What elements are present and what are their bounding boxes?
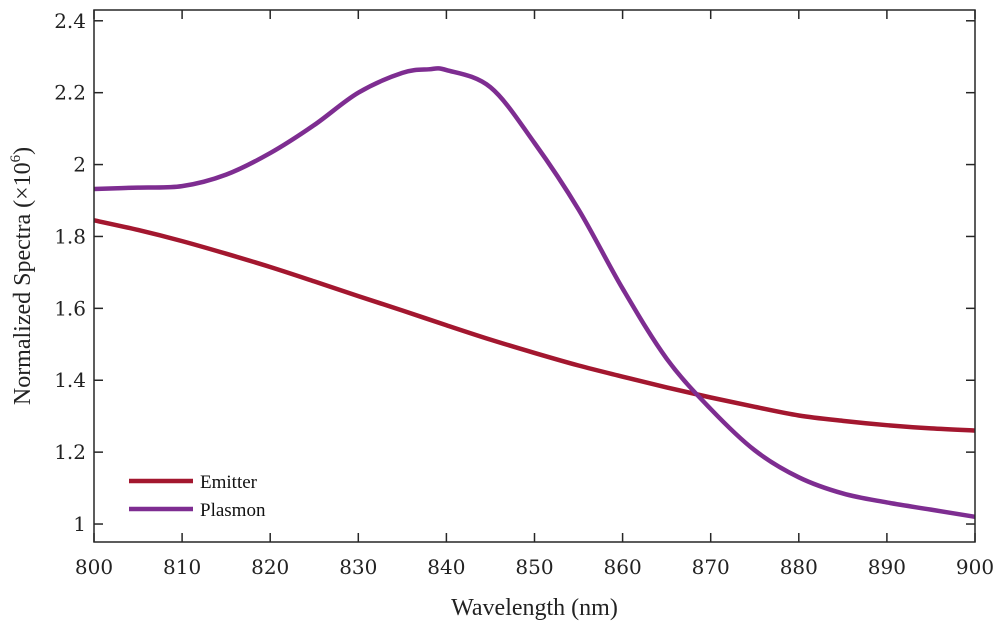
series-group [93, 66, 976, 520]
series-line-emitter [93, 218, 976, 433]
x-tick-label: 850 [515, 555, 553, 579]
x-tick-label: 860 [604, 555, 642, 579]
series-line-plasmon [93, 66, 976, 520]
y-tick-label: 1 [73, 512, 86, 536]
y-axis-title-suffix: ) [10, 147, 36, 155]
y-axis-title-prefix: Normalized Spectra (×10 [10, 162, 36, 405]
x-tick-label: 840 [427, 555, 465, 579]
axis-ticks: 800 810 820 830 840 850 860 870 880 890 900 1 1.2 1.4… [54, 9, 994, 579]
x-tick-label: 800 [75, 555, 113, 579]
y-tick-label: 1.8 [54, 224, 86, 248]
x-tick-label: 870 [692, 555, 730, 579]
y-tick-label: 2 [73, 153, 86, 177]
plot-frame [93, 9, 976, 543]
x-tick-label: 890 [868, 555, 906, 579]
legend-label-emitter: Emitter [200, 472, 258, 493]
x-axis-title: Wavelength (nm) [451, 595, 618, 621]
y-tick-label: 1.6 [54, 296, 86, 320]
x-tick-label: 820 [251, 555, 289, 579]
y-tick-label: 2.2 [54, 81, 86, 105]
x-tick-label: 810 [163, 555, 201, 579]
y-tick-label: 1.4 [54, 368, 86, 392]
legend: Emitter Plasmon [129, 472, 266, 521]
y-axis-title-exponent: 6 [8, 154, 24, 162]
y-tick-label: 2.4 [54, 9, 86, 33]
y-axis-title: Normalized Spectra (×106) [8, 147, 36, 405]
y-tick-label: 1.2 [54, 440, 86, 464]
x-tick-label: 880 [780, 555, 818, 579]
x-tick-label: 830 [339, 555, 377, 579]
plot-area [94, 10, 975, 542]
x-tick-label: 900 [956, 555, 994, 579]
legend-label-plasmon: Plasmon [200, 500, 266, 521]
